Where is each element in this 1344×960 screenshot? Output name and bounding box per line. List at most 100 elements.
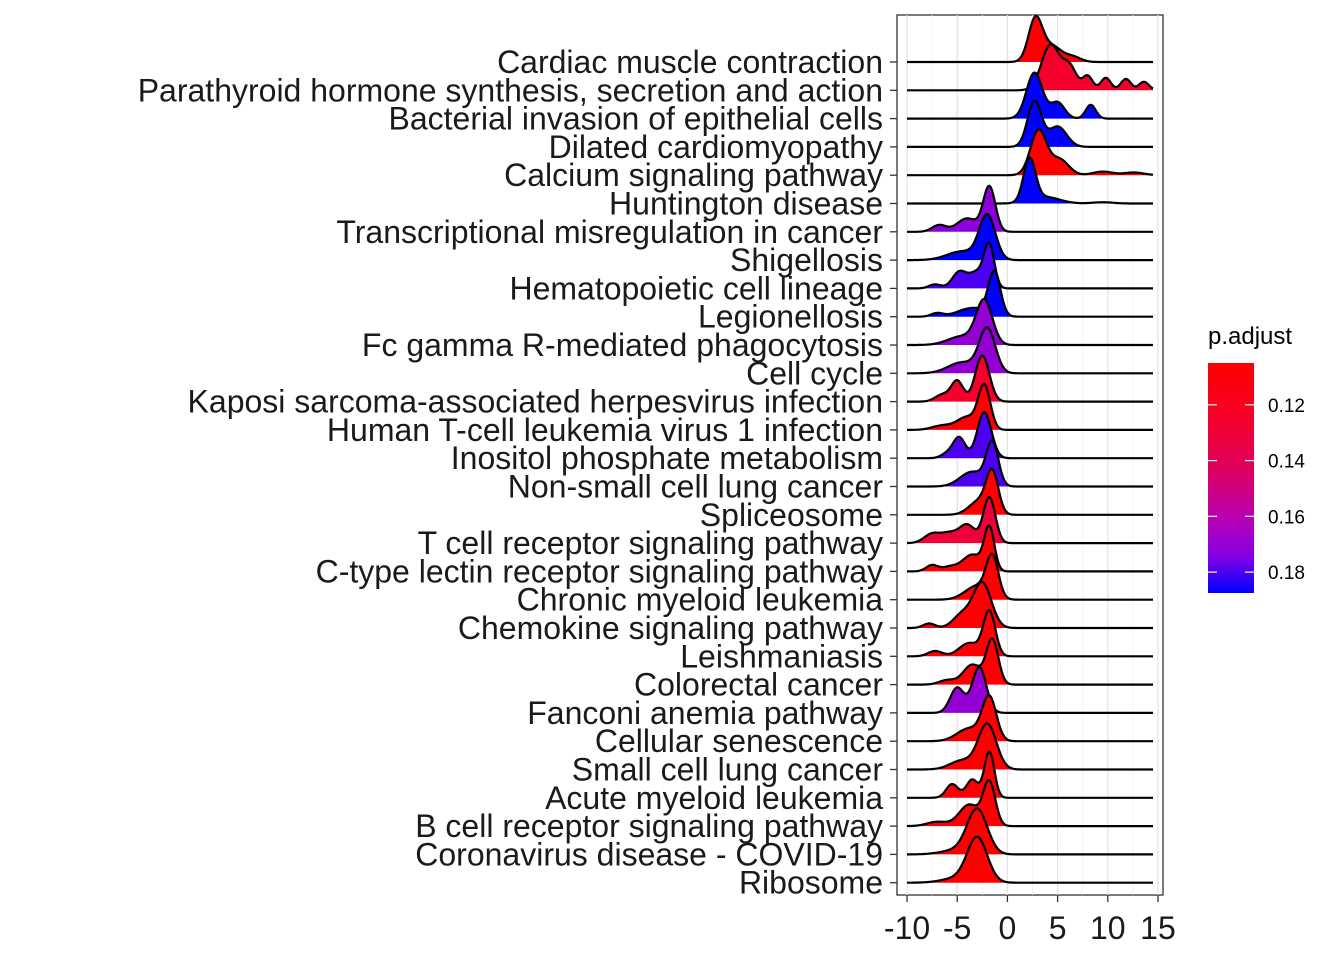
ridge-fill [931, 638, 1011, 685]
ridge-0 [906, 14, 1154, 64]
ridge-25 [906, 722, 1154, 771]
ridge-outline [906, 750, 1154, 799]
y-tick-label: Coronavirus disease - COVID-19 [415, 836, 883, 872]
ridge-fill [919, 525, 1005, 572]
ridge-fill [934, 723, 1015, 770]
y-tick-label: Cardiac muscle contraction [497, 44, 883, 80]
y-tick-label: Bacterial invasion of epithelial cells [389, 101, 883, 137]
ridge-fill [917, 780, 1008, 827]
x-axis: -10 -5 0 5 10 15 [884, 895, 1176, 946]
y-tick-label: T cell receptor signaling pathway [418, 525, 883, 561]
ridge-19 [906, 552, 1154, 601]
x-tick-label: -10 [884, 910, 930, 946]
legend-ticks: 0.12 0.14 0.16 0.18 [1208, 396, 1305, 584]
ridge-fill [926, 836, 1008, 883]
ridge-21 [906, 609, 1154, 658]
legend-tick-label: 0.16 [1268, 507, 1305, 528]
x-tick-label: -5 [943, 910, 971, 946]
ridge-outline [906, 411, 1154, 460]
ridge-outline [906, 609, 1154, 658]
ridge-3 [906, 99, 1154, 148]
legend-tick-label: 0.14 [1268, 452, 1305, 473]
legend-tick-label: 0.12 [1268, 396, 1305, 417]
ridge-outline [906, 99, 1154, 148]
ridge-outline [906, 807, 1154, 856]
y-tick-label: Fc gamma R-mediated phagocytosis [362, 327, 883, 363]
ridge-outline [906, 580, 1154, 630]
y-tick-label: Chemokine signaling pathway [458, 610, 883, 646]
y-tick-label: Cell cycle [746, 355, 883, 391]
y-tick-label: C-type lectin receptor signaling pathway [316, 553, 883, 589]
ridge-outline [906, 382, 1154, 431]
ridge-outline [906, 835, 1154, 884]
y-tick-label: Chronic myeloid leukemia [517, 582, 884, 618]
ridge-outline [906, 665, 1154, 714]
ridge-fill [913, 497, 1008, 544]
x-tick-label: 0 [999, 910, 1017, 946]
x-tick-label: 15 [1140, 910, 1176, 946]
legend: p.adjust 0.12 0.14 0.16 0.18 [1208, 323, 1305, 593]
ridge-outline [906, 71, 1154, 120]
ridge-outline [906, 297, 1154, 347]
y-tick-label: Kaposi sarcoma-associated herpesvirus in… [188, 384, 883, 420]
y-tick-label: Huntington disease [609, 186, 883, 222]
ridges [906, 14, 1154, 884]
y-tick-label: Non-small cell lung cancer [508, 469, 884, 505]
ridge-outline [906, 128, 1154, 177]
ridge-16 [906, 467, 1154, 516]
y-tick-label: Legionellosis [698, 299, 883, 335]
ridge-outline [906, 213, 1154, 262]
y-tick-label: Ribosome [739, 865, 883, 901]
y-tick-label: Fanconi anemia pathway [527, 695, 883, 731]
y-tick-label: Human T-cell leukemia virus 1 infection [327, 412, 883, 448]
y-tick-label: Spliceosome [700, 497, 883, 533]
ridge-fill [920, 610, 1008, 657]
y-tick-label: Transcriptional misregulation in cancer [336, 214, 883, 250]
y-tick-label: Small cell lung cancer [572, 752, 884, 788]
y-tick-label: Inositol phosphate metabolism [451, 440, 883, 476]
x-tick-label: 10 [1090, 910, 1126, 946]
ridge-fill [928, 327, 1012, 374]
y-tick-label: B cell receptor signaling pathway [415, 808, 883, 844]
ridge-4 [906, 128, 1154, 177]
y-tick-label: Dilated cardiomyopathy [549, 129, 883, 165]
ridge-outline [906, 552, 1154, 601]
ridge-5 [906, 156, 1154, 205]
y-tick-label: Colorectal cancer [634, 667, 883, 703]
y-tick-label: Parathyroid hormone synthesis, secretion… [138, 72, 883, 108]
ridge-8 [906, 241, 1154, 290]
grid-lines [906, 15, 1159, 895]
ridge-fill [1014, 129, 1152, 176]
ridge-fill [1010, 157, 1116, 204]
y-tick-label: Acute myeloid leukemia [545, 780, 883, 816]
ridge-fill [1024, 44, 1153, 91]
ridge-18 [906, 524, 1154, 573]
ridge-29 [906, 835, 1154, 884]
legend-colorbar [1208, 363, 1254, 593]
y-tick-label: Shigellosis [730, 242, 883, 278]
ridge-outline [906, 439, 1154, 488]
ridge-9 [906, 269, 1154, 318]
ridge-fill [925, 270, 1013, 317]
legend-title: p.adjust [1208, 323, 1292, 350]
ridge-28 [906, 807, 1154, 856]
y-tick-label: Calcium signaling pathway [504, 157, 883, 193]
ridge-outline [906, 722, 1154, 771]
ridge-outline [906, 637, 1154, 686]
ridge-outline [906, 524, 1154, 573]
ridge-fill [1013, 100, 1083, 147]
ridge-11 [906, 326, 1154, 375]
y-tick-label: Leishmaniasis [680, 638, 883, 674]
ridge-outline [906, 269, 1154, 318]
ridge-outline [906, 326, 1154, 375]
x-tick-label: 5 [1049, 910, 1067, 946]
ridge-outline [906, 241, 1154, 290]
ridge-outline [906, 184, 1154, 233]
ridge-outline [906, 467, 1154, 516]
ridge-fill [1014, 16, 1090, 62]
legend-tick-label: 0.18 [1268, 563, 1305, 584]
ridge-22 [906, 637, 1154, 686]
y-tick-label: Hematopoietic cell lineage [509, 270, 883, 306]
ridge-outline [906, 694, 1154, 743]
